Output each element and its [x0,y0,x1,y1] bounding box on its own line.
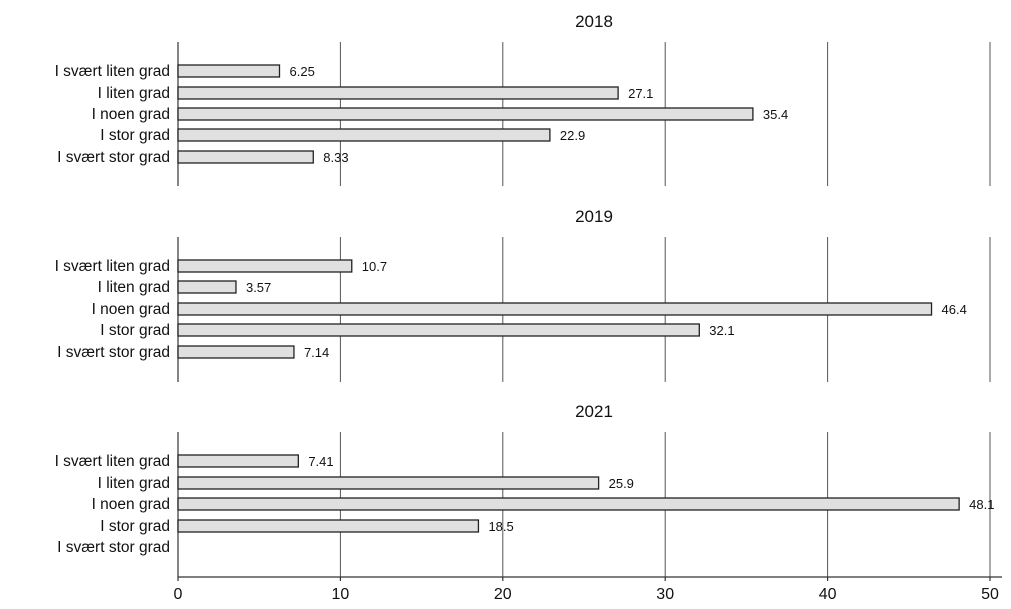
value-label: 22.9 [560,128,585,143]
value-label: 25.9 [609,476,634,491]
bar-2021-3 [177,519,480,533]
bar-2018-2 [177,107,754,121]
x-tick-label: 40 [819,586,837,603]
panel-title-2019: 2019 [575,207,613,226]
value-label: 7.41 [308,454,333,469]
category-label: I noen grad [92,106,170,123]
category-label: I svært stor grad [57,344,170,361]
value-label: 32.1 [709,323,734,338]
x-tick-label: 50 [981,586,999,603]
category-label: I svært stor grad [57,539,170,556]
bar-2021-1 [177,476,600,490]
category-label: I liten grad [98,475,170,492]
value-label: 6.25 [290,64,315,79]
x-tick-label: 10 [332,586,350,603]
category-label: I noen grad [92,301,170,318]
bar-2019-3 [177,323,700,337]
category-label: I liten grad [98,85,170,102]
category-label: I noen grad [92,496,170,513]
bar-2019-0 [177,259,353,273]
bar-2021-2 [177,497,960,511]
category-label: I stor grad [100,127,170,144]
category-label: I svært liten grad [55,258,170,275]
panel-title-2021: 2021 [575,402,613,421]
bar-2018-0 [177,64,281,78]
value-label: 27.1 [628,86,653,101]
bar-2018-4 [177,150,314,164]
category-label: I stor grad [100,322,170,339]
x-tick-label: 30 [656,586,674,603]
value-label: 18.5 [488,519,513,534]
category-label: I svært liten grad [55,453,170,470]
category-label: I svært liten grad [55,63,170,80]
bar-2019-2 [177,302,933,316]
bar-2019-1 [177,280,237,294]
bar-2019-4 [177,345,295,359]
bar-2018-3 [177,128,551,142]
category-label: I stor grad [100,518,170,535]
x-tick-label: 20 [494,586,512,603]
bar-2021-0 [177,454,299,468]
x-tick-label: 0 [174,586,183,603]
category-label: I liten grad [98,279,170,296]
value-label: 10.7 [362,259,387,274]
value-label: 35.4 [763,107,788,122]
bar-2018-1 [177,86,619,100]
value-label: 3.57 [246,280,271,295]
value-label: 8.33 [323,150,348,165]
value-label: 7.14 [304,345,329,360]
panel-title-2018: 2018 [575,12,613,31]
value-label: 46.4 [942,302,967,317]
category-label: I svært stor grad [57,149,170,166]
value-label: 48.1 [969,497,994,512]
